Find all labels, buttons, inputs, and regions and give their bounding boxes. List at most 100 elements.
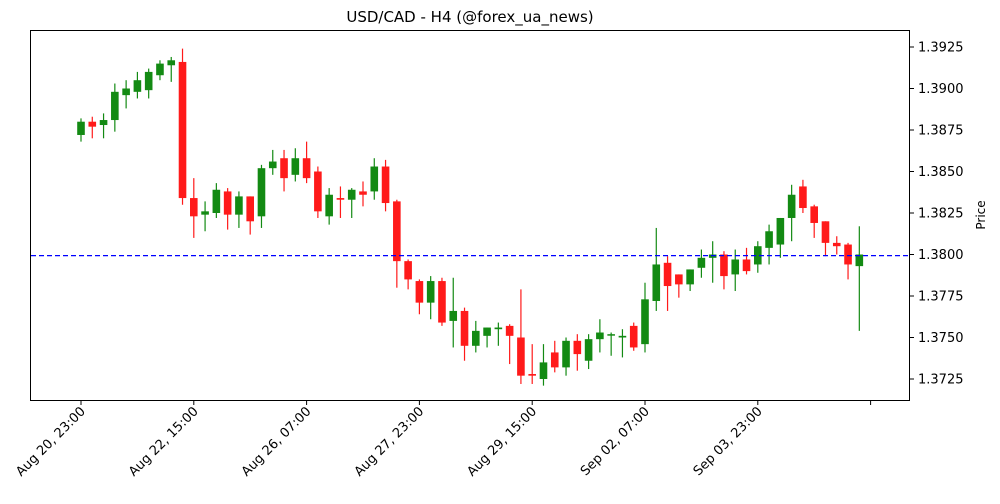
candle-body <box>201 211 209 215</box>
candle-body <box>720 254 728 277</box>
candle <box>663 256 672 311</box>
candle-body <box>629 325 638 348</box>
candle-body <box>314 171 322 212</box>
candle-body <box>517 337 525 376</box>
candle-body <box>99 120 108 126</box>
y-tick-label: 1.3875 <box>918 124 964 139</box>
y-tick-label: 1.3825 <box>918 207 964 222</box>
candle <box>415 279 424 315</box>
candle <box>291 148 300 182</box>
candle-body <box>787 194 796 218</box>
candle-body <box>347 189 356 200</box>
candle-body <box>550 352 559 368</box>
candle <box>618 329 627 358</box>
candle <box>697 249 706 278</box>
candle <box>325 188 333 225</box>
candle <box>686 269 694 292</box>
candle-body <box>122 88 130 96</box>
candle-body <box>596 332 604 340</box>
candle-body <box>167 60 176 66</box>
candle-body <box>799 186 807 209</box>
candle-body <box>821 221 830 243</box>
y-axis-label: Price <box>974 200 988 229</box>
candle-body <box>505 325 514 336</box>
candle-body <box>742 259 751 272</box>
candle <box>359 181 367 207</box>
candle-body <box>675 274 683 285</box>
candle <box>460 307 469 361</box>
candle <box>302 141 311 184</box>
candle <box>280 149 288 192</box>
candle <box>336 186 345 218</box>
candle-body <box>686 269 694 285</box>
candle-body <box>472 330 480 346</box>
candle <box>178 48 187 205</box>
candle-body <box>832 242 841 247</box>
candle <box>765 224 773 265</box>
candle <box>562 337 570 376</box>
candle <box>314 166 322 218</box>
candle <box>347 188 356 218</box>
candle <box>810 204 818 238</box>
candle-body <box>302 158 311 179</box>
candle-body <box>438 281 446 323</box>
candle <box>144 68 153 99</box>
candle-body <box>855 254 864 267</box>
candle-body <box>223 191 232 215</box>
candle <box>246 196 254 235</box>
x-axis: Aug 20, 23:00 Aug 22, 15:00 Aug 26, 07:00 A… <box>13 401 872 480</box>
candle <box>370 158 379 200</box>
candle-body <box>291 158 300 175</box>
y-tick-label: 1.3850 <box>918 165 964 180</box>
candle-body <box>810 206 818 223</box>
candle <box>573 334 582 371</box>
candle-body <box>426 281 435 303</box>
candle <box>776 217 785 258</box>
candle <box>77 118 85 142</box>
candle <box>212 183 221 218</box>
candle <box>268 149 277 175</box>
candle-body <box>336 198 345 200</box>
candle <box>754 241 762 273</box>
candle <box>652 227 661 311</box>
candle <box>505 324 514 365</box>
candle <box>787 184 796 242</box>
candle <box>201 201 209 232</box>
y-tick-label: 1.3900 <box>918 82 964 97</box>
candle-body <box>156 63 164 76</box>
candle <box>584 334 593 370</box>
candle-body <box>77 121 85 135</box>
candle <box>404 259 412 290</box>
candle-body <box>528 374 536 376</box>
candle-body <box>776 217 785 245</box>
candle-body <box>212 189 221 213</box>
candle <box>720 251 728 290</box>
candle <box>708 241 717 283</box>
candle <box>167 56 176 82</box>
plot-frame <box>30 30 910 401</box>
candle <box>393 199 401 288</box>
y-tick-label: 1.3775 <box>918 290 964 305</box>
candle <box>799 179 807 213</box>
candle <box>494 322 503 346</box>
candle-body <box>370 166 379 192</box>
candle-body <box>381 166 390 204</box>
candle-body <box>460 310 469 346</box>
candle <box>235 191 243 228</box>
x-tick-label: Aug 27, 23:00 <box>352 404 428 480</box>
chart-title: USD/CAD - H4 (@forex_ua_news) <box>346 8 593 27</box>
candle-body <box>178 61 187 199</box>
candle-body <box>697 257 706 268</box>
candle-body <box>765 231 773 248</box>
candle <box>156 60 164 81</box>
candle <box>731 249 740 292</box>
candle <box>438 277 446 326</box>
candle <box>832 236 841 255</box>
x-tick-label: Sep 02, 07:00 <box>578 404 653 479</box>
candle-body <box>754 246 762 265</box>
candle <box>88 116 97 139</box>
candle-body <box>731 259 740 275</box>
candle-body <box>235 196 243 215</box>
candle <box>596 319 604 353</box>
